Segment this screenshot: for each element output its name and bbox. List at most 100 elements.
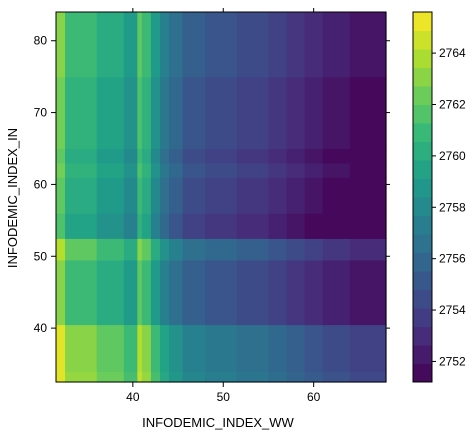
colorbar-tick-label: 2762 bbox=[439, 98, 466, 112]
heatmap-cell bbox=[150, 12, 161, 78]
heatmap-cell bbox=[268, 238, 288, 261]
heatmap-cell bbox=[123, 324, 138, 372]
heatmap-cell bbox=[141, 259, 152, 326]
heatmap-cell bbox=[96, 12, 125, 78]
heatmap-cell bbox=[349, 259, 387, 326]
heatmap-cell bbox=[268, 324, 288, 372]
heatmap-cell bbox=[304, 238, 324, 261]
heatmap-cell bbox=[182, 213, 206, 239]
colorbar-swatch bbox=[413, 30, 432, 50]
heatmap-cell bbox=[65, 324, 98, 372]
heatmap-cell bbox=[159, 76, 170, 150]
heatmap-cell bbox=[268, 213, 288, 239]
heatmap-cell bbox=[169, 76, 184, 150]
heatmap-cell bbox=[123, 238, 138, 261]
heatmap-cell bbox=[268, 177, 288, 214]
heatmap-cell bbox=[322, 324, 351, 372]
heatmap-cell bbox=[205, 12, 238, 78]
colorbar-swatch bbox=[413, 86, 432, 105]
heatmap-cell bbox=[56, 238, 66, 261]
colorbar-swatch bbox=[413, 104, 432, 124]
heatmap-cell bbox=[65, 162, 98, 178]
heatmap-cell bbox=[137, 148, 143, 164]
heatmap-cell bbox=[349, 12, 387, 78]
heatmap-cell bbox=[150, 238, 161, 261]
heatmap-cell bbox=[159, 238, 170, 261]
heatmap-cell bbox=[141, 238, 152, 261]
colorbar-swatch bbox=[413, 252, 432, 272]
heatmap-cell bbox=[141, 162, 152, 178]
heatmap-cell bbox=[96, 238, 125, 261]
colorbar-swatch bbox=[413, 326, 432, 346]
heatmap-cell bbox=[123, 76, 138, 150]
y-axis: 40 50 60 70 80 bbox=[34, 34, 390, 335]
heatmap-cell bbox=[56, 162, 66, 178]
heatmap-cell bbox=[304, 12, 324, 78]
heatmap-cell bbox=[182, 76, 206, 150]
heatmap-cell bbox=[65, 177, 98, 214]
heatmap-cell bbox=[141, 324, 152, 372]
y-tick-label: 80 bbox=[34, 34, 48, 48]
heatmap-cell bbox=[182, 324, 206, 372]
heatmap-cell bbox=[159, 324, 170, 372]
heatmap-cell bbox=[150, 148, 161, 164]
heatmap-cell bbox=[286, 324, 306, 372]
heatmap-cell bbox=[182, 371, 206, 383]
colorbar-swatch bbox=[413, 308, 432, 327]
heatmap-cell bbox=[349, 177, 387, 214]
heatmap-cell bbox=[159, 12, 170, 78]
heatmap-cell bbox=[182, 12, 206, 78]
heatmap-cell bbox=[65, 148, 98, 164]
x-tick-label: 50 bbox=[217, 390, 231, 404]
heatmap-cell bbox=[182, 238, 206, 261]
heatmap-cell bbox=[56, 213, 66, 239]
heatmap-cell bbox=[205, 213, 238, 239]
heatmap-cell bbox=[182, 177, 206, 214]
heatmap-cell bbox=[65, 238, 98, 261]
heatmap-cell bbox=[159, 213, 170, 239]
heatmap-cell bbox=[123, 177, 138, 214]
heatmap-cell bbox=[96, 324, 125, 372]
heatmap-cell bbox=[182, 259, 206, 326]
heatmap-cell bbox=[286, 76, 306, 150]
heatmap-cell bbox=[159, 371, 170, 383]
heatmap-cell bbox=[159, 162, 170, 178]
heatmap-cell bbox=[56, 177, 66, 214]
heatmap-cell bbox=[322, 76, 351, 150]
heatmap-cell bbox=[304, 259, 324, 326]
heatmap-cell bbox=[349, 76, 387, 150]
heatmap-cell bbox=[268, 371, 288, 383]
colorbar-tick-label: 2754 bbox=[439, 303, 466, 317]
heatmap-cell bbox=[141, 177, 152, 214]
colorbar-tick-label: 2760 bbox=[439, 149, 466, 163]
heatmap-cell bbox=[123, 213, 138, 239]
heatmap-cell bbox=[349, 148, 387, 164]
colorbar-swatch bbox=[413, 178, 432, 198]
colorbar-tick-label: 2756 bbox=[439, 252, 466, 266]
heatmap-cell bbox=[137, 371, 143, 383]
heatmap-cell bbox=[349, 162, 387, 178]
heatmap-cell bbox=[56, 76, 66, 150]
heatmap-cell bbox=[150, 162, 161, 178]
heatmap-cell bbox=[322, 213, 351, 239]
heatmap-cell bbox=[304, 162, 324, 178]
heatmap-cell bbox=[304, 177, 324, 214]
heatmap-cell bbox=[322, 148, 351, 164]
heatmap-cell bbox=[169, 177, 184, 214]
heatmap-cell bbox=[322, 371, 351, 383]
heatmap-cell bbox=[137, 162, 143, 178]
heatmap-cell bbox=[141, 213, 152, 239]
heatmap-cell bbox=[159, 259, 170, 326]
heatmap-cell bbox=[137, 76, 143, 150]
heatmap-cell bbox=[322, 238, 351, 261]
heatmap-cell bbox=[123, 12, 138, 78]
heatmap-cell bbox=[349, 213, 387, 239]
heatmap-cell bbox=[286, 259, 306, 326]
colorbar-swatch bbox=[413, 49, 432, 68]
plot-panel-border bbox=[55, 11, 387, 383]
heatmap-cell bbox=[56, 259, 66, 326]
heatmap-cell bbox=[123, 259, 138, 326]
heatmap-cell bbox=[286, 177, 306, 214]
heatmap-cell bbox=[169, 324, 184, 372]
x-tick-label: 40 bbox=[126, 390, 140, 404]
